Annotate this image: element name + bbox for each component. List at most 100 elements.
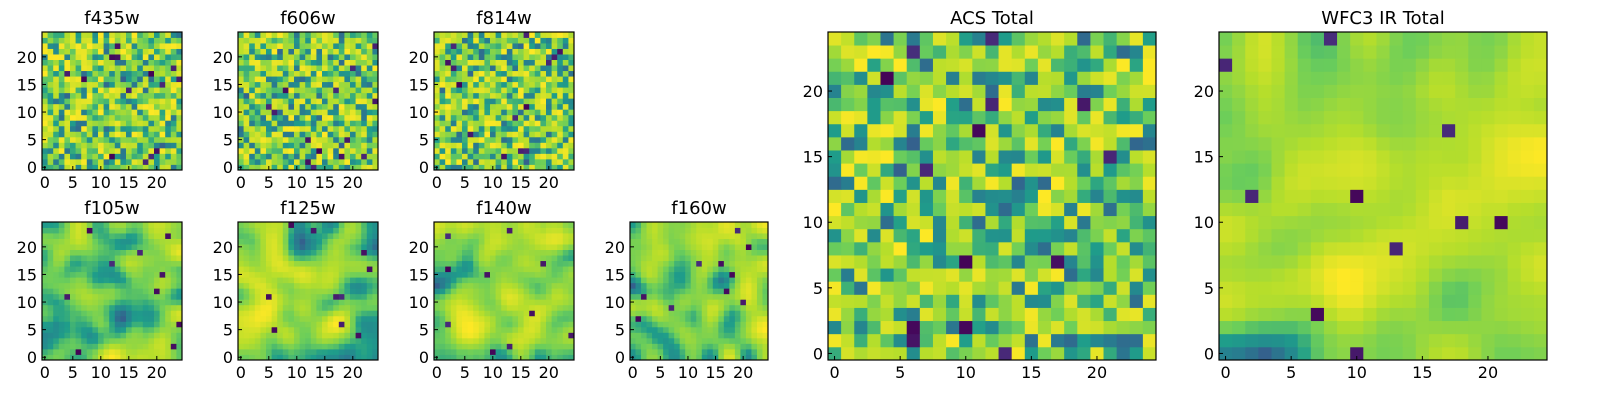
heatmap-cell — [467, 158, 474, 165]
heatmap-cell — [557, 288, 564, 295]
heatmap-cell — [333, 337, 340, 344]
heatmap-cell — [165, 54, 172, 60]
heatmap-cell — [254, 87, 261, 94]
heatmap-cell — [751, 227, 758, 234]
heatmap-cell — [333, 158, 340, 165]
heatmap-cell — [86, 233, 93, 239]
heatmap-cell — [64, 227, 71, 234]
heatmap-cell — [170, 288, 177, 295]
heatmap-cell — [142, 109, 149, 116]
heatmap-cell — [729, 299, 736, 306]
heatmap-cell — [696, 282, 703, 289]
heatmap-cell — [762, 326, 769, 333]
heatmap-cell — [137, 326, 144, 333]
heatmap-cell — [456, 114, 463, 121]
heatmap-cell — [546, 114, 552, 121]
heatmap-cell — [148, 348, 155, 355]
heatmap-cell — [316, 70, 323, 77]
heatmap-cell — [1103, 202, 1118, 217]
heatmap-cell — [529, 277, 536, 284]
heatmap-cell — [103, 354, 110, 361]
heatmap-cell — [646, 337, 653, 344]
heatmap-cell — [1064, 150, 1078, 164]
heatmap-cell — [299, 277, 306, 284]
heatmap-cell — [142, 266, 149, 273]
heatmap-cell — [1142, 320, 1157, 335]
heatmap-cell — [506, 343, 513, 350]
heatmap-cell — [361, 282, 368, 289]
heatmap-cell — [707, 227, 714, 234]
heatmap-cell — [1077, 150, 1091, 164]
heatmap-cell — [534, 288, 541, 295]
heatmap-cell — [518, 98, 524, 105]
heatmap-cell — [327, 81, 334, 88]
heatmap-cell — [501, 59, 508, 66]
heatmap-cell — [249, 293, 256, 300]
heatmap-cell — [484, 37, 491, 44]
heatmap-cell — [316, 59, 323, 66]
heatmap-cell — [495, 147, 502, 154]
heatmap-cell — [355, 131, 362, 138]
heatmap-cell — [1011, 346, 1026, 361]
heatmap-cell — [546, 131, 552, 138]
heatmap-cell — [126, 87, 132, 94]
heatmap-cell — [718, 304, 725, 311]
heatmap-cell — [1129, 150, 1144, 164]
heatmap-cell — [1077, 176, 1091, 190]
heatmap-cell — [959, 215, 973, 230]
heatmap-cell — [551, 70, 558, 77]
heatmap-cell — [176, 120, 183, 127]
heatmap-cell — [668, 260, 675, 267]
heatmap-cell — [1103, 123, 1118, 138]
heatmap-cell — [946, 163, 960, 177]
heatmap-cell — [75, 103, 82, 110]
heatmap-cell — [120, 92, 127, 99]
x-tick-label: 0 — [432, 173, 442, 192]
heatmap-cell — [1024, 255, 1039, 269]
heatmap-cell — [932, 163, 947, 177]
heatmap-cell — [131, 348, 138, 355]
heatmap-cell — [327, 125, 334, 132]
heatmap-cell — [299, 147, 306, 154]
heatmap-cell — [355, 326, 362, 333]
heatmap-cell — [266, 304, 272, 311]
heatmap-cell — [114, 299, 121, 306]
heatmap-cell — [176, 114, 183, 121]
heatmap-cell — [120, 315, 127, 322]
heatmap-cell — [467, 59, 474, 66]
heatmap-cell — [540, 332, 547, 339]
heatmap-cell — [495, 249, 502, 256]
heatmap-cell — [1051, 215, 1065, 230]
heatmap-cell — [266, 299, 272, 306]
heatmap-cell — [512, 136, 519, 143]
heatmap-cell — [652, 233, 658, 239]
heatmap-cell — [344, 244, 351, 250]
heatmap-cell — [294, 255, 300, 262]
heatmap-cell — [81, 76, 88, 83]
heatmap-cell — [562, 81, 569, 88]
heatmap-cell — [126, 288, 132, 295]
heatmap-cell — [148, 120, 155, 127]
heatmap-cell — [478, 164, 485, 171]
heatmap-cell — [635, 304, 642, 311]
heatmap-cell — [70, 315, 76, 322]
heatmap-cell — [86, 266, 93, 273]
heatmap-cell — [501, 288, 508, 295]
heatmap-cell — [92, 81, 99, 88]
heatmap-cell — [893, 281, 908, 295]
heatmap-cell — [1116, 163, 1131, 177]
heatmap-cell — [86, 32, 93, 38]
heatmap-cell — [523, 343, 530, 350]
heatmap-cell — [142, 153, 149, 160]
heatmap-cell — [238, 131, 244, 138]
heatmap-cell — [641, 222, 647, 228]
heatmap-cell — [434, 153, 440, 160]
heatmap-cell — [1077, 241, 1091, 256]
heatmap-cell — [299, 310, 306, 317]
heatmap-cell — [756, 249, 763, 256]
heatmap-cell — [238, 114, 244, 121]
heatmap-cell — [439, 76, 446, 83]
heatmap-cell — [462, 48, 468, 55]
heatmap-cell — [434, 48, 440, 55]
